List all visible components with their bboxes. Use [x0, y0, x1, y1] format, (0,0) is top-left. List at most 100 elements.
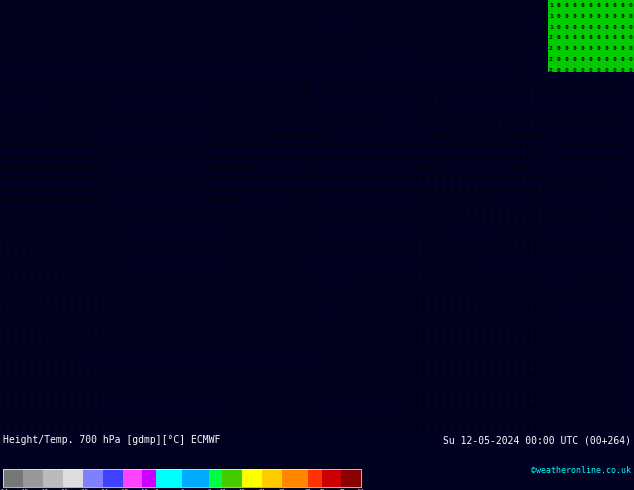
Text: 4: 4 — [588, 176, 592, 181]
Text: 8: 8 — [375, 415, 378, 420]
Text: 3: 3 — [216, 24, 220, 29]
Text: 7: 7 — [604, 295, 608, 301]
Text: 4: 4 — [169, 231, 172, 236]
Text: 9: 9 — [42, 393, 46, 398]
Text: 2: 2 — [628, 100, 632, 105]
Text: 9: 9 — [232, 426, 236, 431]
Text: 8: 8 — [382, 295, 386, 301]
Text: 9: 9 — [462, 361, 465, 366]
Text: 5: 5 — [359, 133, 363, 138]
Text: 9: 9 — [351, 426, 354, 431]
Text: 5: 5 — [319, 111, 323, 116]
Text: 8: 8 — [343, 371, 347, 376]
Text: 2: 2 — [620, 122, 624, 127]
Text: 3: 3 — [557, 100, 560, 105]
Text: 9: 9 — [137, 426, 141, 431]
Text: 7: 7 — [533, 274, 537, 279]
Text: 0: 0 — [573, 46, 576, 51]
Text: 4: 4 — [240, 122, 243, 127]
Text: 3: 3 — [620, 155, 624, 160]
Text: 4: 4 — [295, 79, 299, 84]
Text: 8: 8 — [359, 382, 363, 388]
Text: 7: 7 — [113, 371, 117, 376]
Text: 9: 9 — [58, 426, 61, 431]
Text: 6: 6 — [414, 155, 418, 160]
Text: 5: 5 — [446, 144, 450, 149]
Text: 7: 7 — [359, 231, 363, 236]
Text: 3: 3 — [628, 144, 632, 149]
Text: 5: 5 — [597, 231, 600, 236]
Text: 9: 9 — [438, 415, 442, 420]
Text: 6: 6 — [565, 263, 569, 268]
Text: 6: 6 — [525, 242, 529, 246]
Text: 0: 0 — [597, 57, 600, 62]
Text: 8: 8 — [391, 242, 394, 246]
Text: 9: 9 — [517, 404, 521, 409]
Text: 8: 8 — [620, 361, 624, 366]
Text: 7: 7 — [486, 242, 489, 246]
Text: 5: 5 — [224, 252, 228, 257]
Text: 2: 2 — [525, 57, 529, 62]
Text: 4: 4 — [557, 166, 560, 171]
Text: 4: 4 — [256, 122, 259, 127]
Text: 4: 4 — [581, 187, 585, 192]
Text: 6: 6 — [359, 166, 363, 171]
Text: 5: 5 — [74, 274, 77, 279]
Text: 6: 6 — [169, 339, 172, 344]
Text: 7: 7 — [351, 209, 354, 214]
Text: 8: 8 — [509, 328, 513, 333]
Text: 9: 9 — [525, 415, 529, 420]
Text: 9: 9 — [501, 382, 505, 388]
Text: 4: 4 — [89, 144, 93, 149]
Text: 8: 8 — [398, 274, 402, 279]
Text: 7: 7 — [557, 306, 560, 312]
Text: 6: 6 — [533, 231, 537, 236]
Text: 3: 3 — [160, 68, 164, 73]
Text: 9: 9 — [454, 306, 458, 312]
Text: 3: 3 — [137, 35, 141, 41]
Text: 6: 6 — [430, 187, 434, 192]
Text: 2: 2 — [477, 35, 481, 41]
Text: 7: 7 — [303, 295, 307, 301]
Text: 7: 7 — [319, 231, 323, 236]
Text: 3: 3 — [208, 57, 212, 62]
Text: 0: 0 — [604, 3, 608, 8]
Text: 9: 9 — [557, 393, 560, 398]
Text: 3: 3 — [81, 46, 85, 51]
Text: 8: 8 — [375, 339, 378, 344]
Text: 4: 4 — [454, 122, 458, 127]
Text: 5: 5 — [264, 242, 268, 246]
Text: 3: 3 — [137, 14, 141, 19]
Text: 9: 9 — [391, 339, 394, 344]
Text: 3: 3 — [129, 46, 133, 51]
Text: 6: 6 — [287, 295, 291, 301]
Text: 6: 6 — [264, 328, 268, 333]
Text: 9: 9 — [10, 361, 14, 366]
Text: 5: 5 — [65, 252, 69, 257]
Text: 4: 4 — [295, 100, 299, 105]
Bar — [143, 469, 156, 487]
Text: 6: 6 — [343, 144, 347, 149]
Text: 4: 4 — [10, 198, 14, 203]
Text: 9: 9 — [588, 371, 592, 376]
Text: 8: 8 — [438, 263, 442, 268]
Text: 8: 8 — [343, 306, 347, 312]
Text: 4: 4 — [137, 166, 141, 171]
Text: 4: 4 — [121, 133, 125, 138]
Text: 3: 3 — [287, 57, 291, 62]
Text: 4: 4 — [240, 155, 243, 160]
Text: 7: 7 — [295, 318, 299, 322]
Text: 7: 7 — [335, 209, 339, 214]
Text: 7: 7 — [42, 328, 46, 333]
Text: 4: 4 — [105, 79, 109, 84]
Text: 8: 8 — [366, 318, 370, 322]
Text: 5: 5 — [597, 220, 600, 225]
Text: 8: 8 — [351, 361, 354, 366]
Text: 4: 4 — [604, 209, 608, 214]
Text: 4: 4 — [105, 176, 109, 181]
Text: 3: 3 — [65, 14, 69, 19]
Text: 5: 5 — [287, 133, 291, 138]
Text: 6: 6 — [581, 252, 585, 257]
Text: 4: 4 — [509, 144, 513, 149]
Text: 6: 6 — [264, 318, 268, 322]
